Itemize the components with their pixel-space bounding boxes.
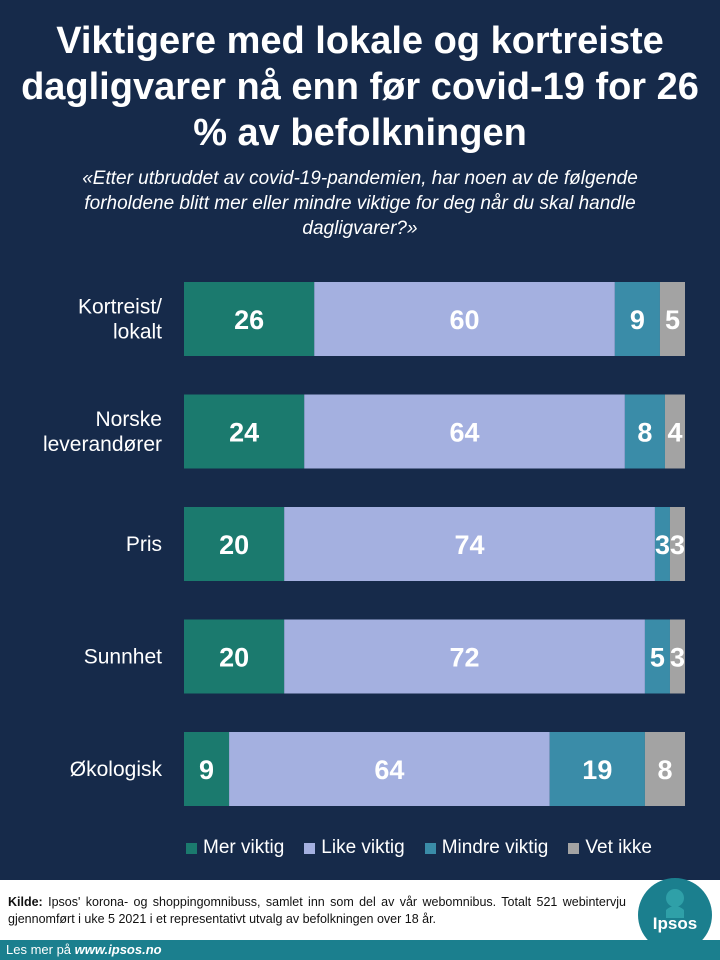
bar-segment bbox=[229, 732, 550, 806]
bar-segment bbox=[654, 507, 670, 581]
bar-segment bbox=[614, 282, 660, 356]
bar-segment bbox=[669, 619, 685, 694]
footer: Kilde: Ipsos' korona- og shoppingomnibus… bbox=[0, 878, 720, 952]
data-label: 9 bbox=[199, 755, 214, 785]
legend-label: Mer viktig bbox=[203, 837, 285, 858]
data-label: 5 bbox=[665, 305, 680, 335]
bar-segment bbox=[284, 619, 645, 694]
data-label: 3 bbox=[655, 530, 670, 560]
legend-swatch bbox=[186, 842, 197, 854]
bar-segment bbox=[549, 732, 645, 806]
source-text: Ipsos' korona- og shoppingomnibuss, saml… bbox=[8, 895, 626, 926]
data-label: 4 bbox=[667, 418, 682, 448]
legend-swatch bbox=[568, 842, 580, 854]
chart-subtitle: «Etter utbruddet av covid-19-pandemien, … bbox=[82, 168, 638, 239]
data-label: 60 bbox=[450, 305, 480, 335]
legend-label: Like viktig bbox=[321, 837, 405, 858]
category-label: Kortreist/lokalt bbox=[78, 296, 162, 344]
ipsos-logo[interactable]: Ipsos bbox=[638, 878, 712, 952]
bar-segment bbox=[184, 507, 285, 581]
logo-figure-icon bbox=[666, 889, 684, 918]
data-label: 26 bbox=[234, 305, 264, 335]
category-label: Sunnhet bbox=[84, 646, 162, 669]
data-label: 20 bbox=[219, 530, 249, 560]
legend-item: Mindre viktig bbox=[424, 837, 549, 859]
bar-segment bbox=[184, 282, 315, 356]
data-label: 24 bbox=[229, 418, 259, 448]
chart-title: Viktigere med lokale og kortreiste dagli… bbox=[21, 20, 699, 154]
bar-segment bbox=[284, 507, 655, 581]
data-label: 64 bbox=[450, 418, 480, 448]
bar-segment bbox=[644, 619, 670, 694]
source-note: Kilde: Ipsos' korona- og shoppingomnibus… bbox=[8, 894, 626, 928]
bar-segment bbox=[659, 282, 685, 356]
data-label: 9 bbox=[630, 305, 645, 335]
bar-segment bbox=[624, 394, 665, 469]
data-label: 3 bbox=[670, 530, 685, 560]
bar-segment bbox=[304, 394, 625, 469]
legend-item: Vet ikke bbox=[568, 837, 652, 859]
data-label: 20 bbox=[219, 643, 249, 673]
category-label: Økologisk bbox=[70, 758, 163, 781]
legend-swatch bbox=[304, 842, 316, 854]
source-label: Kilde: bbox=[8, 895, 43, 909]
legend-swatch bbox=[424, 842, 436, 854]
data-label: 72 bbox=[450, 643, 480, 673]
legend-label: Vet ikke bbox=[585, 837, 652, 858]
data-label: 8 bbox=[657, 755, 672, 785]
bar-segment bbox=[669, 507, 685, 581]
bar-segment bbox=[644, 732, 685, 806]
logo-text: Ipsos bbox=[652, 914, 698, 933]
data-label: 8 bbox=[637, 418, 652, 448]
category-label: Pris bbox=[126, 533, 162, 556]
bar-segment bbox=[664, 394, 685, 469]
legend-item: Mer viktig bbox=[186, 837, 284, 859]
category-label: Norske leverandører bbox=[43, 408, 162, 456]
legend-label: Mindre viktig bbox=[441, 837, 549, 858]
data-label: 5 bbox=[650, 643, 665, 673]
bar-segment bbox=[184, 732, 230, 806]
data-label: 19 bbox=[582, 755, 612, 785]
bar-segment bbox=[184, 394, 305, 469]
chart-legend: Mer viktig Like viktig Mindre viktig Vet ik… bbox=[186, 836, 706, 860]
data-label: 64 bbox=[374, 755, 404, 785]
bottom-bar: Les mer på www.ipsos.no bbox=[0, 940, 720, 960]
bar-segment bbox=[314, 282, 615, 356]
more-link[interactable]: www.ipsos.no bbox=[74, 942, 162, 957]
more-label: Les mer på bbox=[6, 942, 72, 957]
bar-segment bbox=[184, 619, 285, 694]
data-label: 3 bbox=[670, 643, 685, 673]
data-label: 74 bbox=[455, 530, 485, 560]
legend-item: Like viktig bbox=[304, 837, 405, 859]
